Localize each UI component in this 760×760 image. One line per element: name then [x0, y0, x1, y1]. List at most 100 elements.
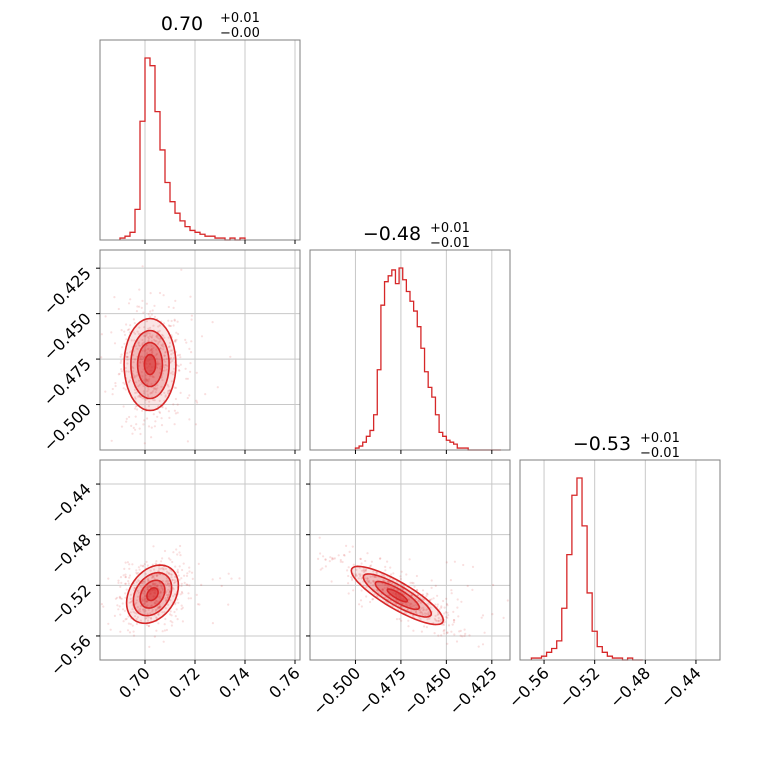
scatter-point: [142, 379, 145, 382]
scatter-point: [118, 372, 121, 375]
scatter-point: [143, 326, 146, 329]
scatter-point: [126, 629, 130, 632]
scatter-point: [171, 621, 174, 624]
scatter-point: [142, 384, 145, 388]
scatter-point: [155, 348, 158, 351]
scatter-point: [127, 582, 130, 585]
scatter-point: [155, 335, 158, 339]
scatter-point: [176, 553, 179, 556]
scatter-point: [399, 605, 402, 608]
scatter-point: [166, 364, 169, 367]
scatter-point: [175, 548, 178, 551]
scatter-point: [146, 588, 149, 591]
scatter-point: [375, 594, 379, 597]
scatter-point: [124, 582, 127, 585]
scatter-point: [438, 608, 441, 611]
scatter-point: [179, 554, 182, 557]
scatter-point: [415, 603, 418, 606]
scatter-point: [387, 580, 390, 583]
scatter-point: [156, 362, 159, 365]
scatter-point: [110, 439, 113, 442]
scatter-point: [100, 603, 103, 606]
scatter-point: [139, 360, 142, 364]
scatter-point: [151, 349, 154, 352]
scatter-point: [398, 617, 401, 621]
scatter-point: [156, 415, 159, 418]
scatter-point: [463, 634, 466, 638]
scatter-point: [145, 344, 148, 347]
param-err-plus-0: +0.01: [220, 11, 260, 26]
scatter-point: [139, 361, 142, 364]
scatter-point: [154, 420, 157, 423]
scatter-point: [172, 551, 175, 554]
scatter-point: [170, 349, 174, 352]
scatter-point: [408, 602, 411, 605]
scatter-point: [144, 595, 147, 598]
scatter-point: [163, 391, 166, 394]
scatter-point: [364, 569, 367, 572]
scatter-point: [150, 604, 153, 607]
scatter-point: [158, 399, 161, 402]
scatter-point: [163, 366, 166, 369]
scatter-point: [142, 592, 145, 595]
scatter-point: [138, 395, 142, 398]
scatter-point: [167, 571, 170, 574]
scatter-point: [132, 610, 135, 614]
scatter-point: [459, 629, 462, 633]
scatter-point: [176, 403, 179, 406]
scatter-point: [171, 578, 174, 581]
scatter-point: [188, 394, 191, 397]
scatter-point: [188, 566, 191, 569]
scatter-point: [147, 336, 150, 339]
scatter-point: [148, 315, 152, 318]
scatter-point: [433, 632, 436, 635]
scatter-point: [171, 359, 174, 362]
scatter-point: [119, 355, 122, 358]
scatter-point: [185, 574, 189, 578]
scatter-point: [322, 555, 325, 558]
scatter-point: [390, 582, 393, 585]
scatter-point: [130, 339, 133, 342]
scatter-point: [129, 611, 132, 614]
scatter-point: [164, 596, 167, 600]
scatter-point: [164, 394, 167, 397]
scatter-point: [428, 598, 432, 602]
scatter-point: [161, 587, 164, 590]
scatter-point: [180, 607, 183, 611]
scatter-point: [154, 584, 157, 587]
scatter-point: [364, 568, 367, 571]
scatter-point: [132, 354, 135, 357]
scatter-point: [328, 560, 331, 563]
scatter-point: [124, 596, 127, 599]
scatter-point: [169, 360, 172, 363]
scatter-point: [138, 288, 141, 291]
scatter-point: [329, 556, 332, 559]
scatter-point: [125, 323, 128, 326]
scatter-point: [238, 577, 241, 580]
scatter-point: [492, 583, 495, 587]
scatter-point: [121, 608, 125, 611]
scatter-point: [172, 356, 175, 360]
scatter-point: [165, 628, 168, 632]
scatter-point: [100, 333, 103, 336]
scatter-point: [172, 324, 175, 327]
scatter-point: [211, 321, 214, 324]
scatter-point: [383, 583, 387, 587]
scatter-point: [160, 560, 163, 563]
scatter-point: [125, 617, 128, 620]
scatter-point: [339, 560, 342, 563]
scatter-point: [177, 574, 180, 577]
scatter-point: [127, 615, 130, 618]
scatter-point: [405, 573, 408, 576]
scatter-point: [455, 640, 459, 643]
scatter-point: [149, 585, 152, 588]
scatter-point: [442, 599, 445, 603]
x-tick-label: 0.74: [215, 663, 254, 702]
scatter-point: [149, 292, 152, 295]
scatter-point: [153, 304, 156, 307]
scatter-point: [443, 620, 446, 624]
scatter-point: [359, 557, 362, 561]
scatter-point: [162, 359, 165, 362]
scatter-point: [107, 622, 110, 625]
scatter-point: [174, 397, 177, 401]
